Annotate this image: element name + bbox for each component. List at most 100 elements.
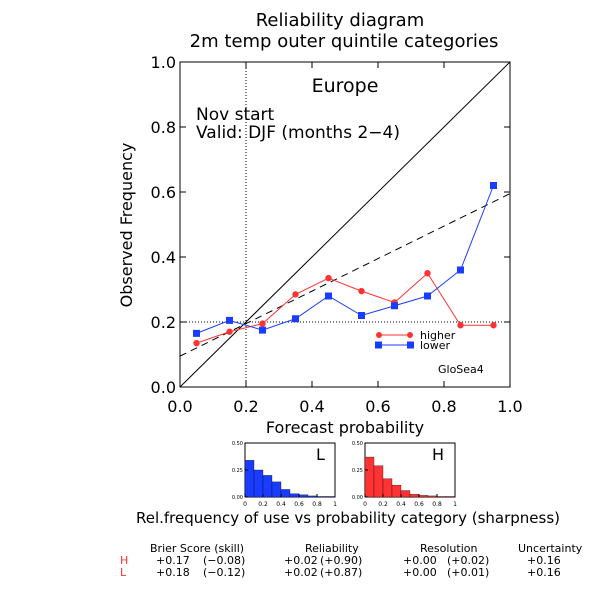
valid-label: Valid: DJF (months 2−4): [196, 123, 400, 143]
series-lower-point-8: [457, 266, 464, 274]
regression-line: [179, 193, 511, 357]
hist-low-bar-7: [307, 495, 318, 498]
hist-high-y-tick-label-0: 0.00: [352, 495, 363, 501]
series-lower-point-3: [292, 315, 299, 323]
score-row-h-label: H: [120, 554, 128, 567]
main-plot-frame: [179, 61, 511, 388]
x-tick-label-3: 0.6: [365, 397, 390, 416]
series-lower-point-6: [391, 302, 398, 310]
hist-high-x-tick-label-5: 1: [453, 501, 457, 508]
start-label: Nov start: [196, 105, 275, 125]
hist-low-y-tick-label-1: 0.25: [232, 468, 243, 474]
chart-title-line2: 2m temp outer quintile categories: [190, 31, 499, 52]
hist-high-bar-1: [373, 465, 384, 498]
series-lower-point-5: [358, 312, 365, 319]
main-plot-marks: 0.0 0.2 0.4 0.6 0.8 1.0 0.0 0.2 0.4 0.6 0.8 1.0: [151, 53, 523, 416]
score-row-h-rel-skill: (+0.90): [320, 554, 362, 567]
hist-low-y-tick-label-2: 0.50: [232, 441, 243, 447]
score-header-resolution: Resolution: [420, 542, 478, 555]
hist-low-x-tick-label-5: 1: [333, 501, 337, 508]
x-tick-label-1: 0.2: [233, 397, 258, 416]
hist-low-x-tick-label-0: 0: [243, 501, 247, 508]
score-row-h-brier-skill: (−0.08): [203, 554, 245, 567]
score-row-l-res-skill: (+0.01): [447, 566, 489, 579]
legend-lower-label: lower: [420, 339, 451, 352]
hist-low-x-tick-label-4: 0.8: [312, 501, 322, 508]
hist-high-bar-0: [364, 456, 375, 498]
hist-high-y-tick-label-1: 0.25: [352, 468, 363, 474]
hist-high-label: H: [432, 445, 444, 464]
x-tick-label-5: 1.0: [497, 397, 522, 416]
x-tick-label-4: 0.8: [431, 397, 456, 416]
x-tick-label-0: 0.0: [167, 397, 192, 416]
model-label: GloSea4: [438, 363, 484, 376]
region-label: Europe: [312, 75, 379, 97]
series-higher-point-7: [424, 270, 431, 277]
score-row-l-res: +0.00: [403, 566, 437, 579]
series-lower-point-7: [424, 292, 431, 300]
hist-high-bar-5: [409, 494, 420, 498]
hist-high-bar-3: [391, 484, 402, 498]
series-lower-point-9: [490, 182, 497, 189]
score-header-brier: Brier Score (skill): [150, 542, 244, 555]
series-higher-point-0: [193, 339, 200, 347]
score-row-l-unc: +0.16: [527, 566, 561, 579]
hist-high-bar-2: [382, 478, 393, 498]
hist-low-bar-2: [262, 475, 273, 498]
hist-high-x-tick-label-3: 0.6: [414, 501, 424, 508]
series-higher-point-2: [259, 320, 266, 327]
score-row-l-brier: +0.18: [156, 566, 190, 579]
score-row-h-res-skill: (+0.02): [447, 554, 489, 567]
hist-low-label: L: [316, 445, 325, 464]
hist-low-x-tick-label-1: 0.2: [258, 501, 268, 508]
hist-high-x-tick-label-4: 0.8: [432, 501, 442, 508]
series-lower-point-1: [226, 316, 233, 324]
series-higher-point-8: [457, 322, 464, 329]
score-row-l-rel-skill: (+0.87): [320, 566, 362, 579]
chart-title-line1: Reliability diagram: [256, 10, 425, 31]
hist-low-bar-3: [271, 481, 282, 498]
series-higher-point-9: [490, 322, 497, 329]
score-header-reliability: Reliability: [305, 542, 359, 555]
x-tick-label-2: 0.4: [299, 397, 324, 416]
y-axis-label: Observed Frequency: [117, 143, 136, 308]
y-tick-label-0: 0.0: [151, 378, 176, 397]
legend-higher-marker-2: [407, 332, 413, 338]
hist-high-x-tick-label-2: 0.4: [396, 501, 406, 508]
hist-high-bar-7: [427, 495, 438, 498]
legend: higher lower: [375, 329, 456, 352]
hist-low-marks: 0 0.2 0.4 0.6 0.8 1 0.00 0.25 0.50: [232, 441, 337, 508]
hist-low-y-tick-label-0: 0.00: [232, 495, 243, 501]
hist-high-bar-4: [400, 490, 411, 498]
score-row-h-rel: +0.02: [284, 554, 318, 567]
y-tick-label-3: 0.6: [151, 183, 176, 202]
hist-low-x-tick-label-2: 0.4: [276, 501, 286, 508]
y-tick-label-2: 0.4: [151, 248, 176, 267]
score-row-h-res: +0.00: [403, 554, 437, 567]
hist-high-x-tick-label-0: 0: [363, 501, 367, 508]
score-row-h-unc: +0.16: [527, 554, 561, 567]
hist-high-marks: 0 0.2 0.4 0.6 0.8 1 0.00 0.25 0.50: [352, 441, 457, 508]
series-lower-line: [196, 185, 494, 334]
hist-high-x-tick-label-1: 0.2: [378, 501, 388, 508]
x-axis-label: Forecast probability: [266, 418, 424, 437]
hist-high-bar-9: [445, 496, 456, 498]
hist-low-bar-8: [316, 496, 327, 498]
hist-low-bar-4: [280, 489, 291, 498]
hist-low-bar-9: [325, 496, 336, 498]
hist-low-bar-1: [253, 469, 264, 498]
hist-low-bar-6: [298, 494, 309, 498]
y-tick-label-4: 0.8: [151, 118, 176, 137]
hist-high-bar-8: [436, 496, 447, 498]
legend-higher-marker-1: [376, 332, 382, 338]
hist-high-bar-6: [418, 495, 429, 498]
sharpness-caption: Rel.frequency of use vs probability cate…: [136, 509, 560, 527]
series-higher-point-5: [358, 287, 365, 295]
legend-lower-marker-1: [375, 341, 382, 349]
y-tick-label-5: 1.0: [151, 53, 176, 72]
scores-table: Brier Score (skill) Reliability Resoluti…: [120, 542, 583, 579]
score-row-l-brier-skill: (−0.12): [203, 566, 245, 579]
series-higher-line: [196, 272, 494, 344]
legend-higher-label: higher: [420, 329, 456, 342]
series-lower-point-0: [193, 329, 200, 337]
